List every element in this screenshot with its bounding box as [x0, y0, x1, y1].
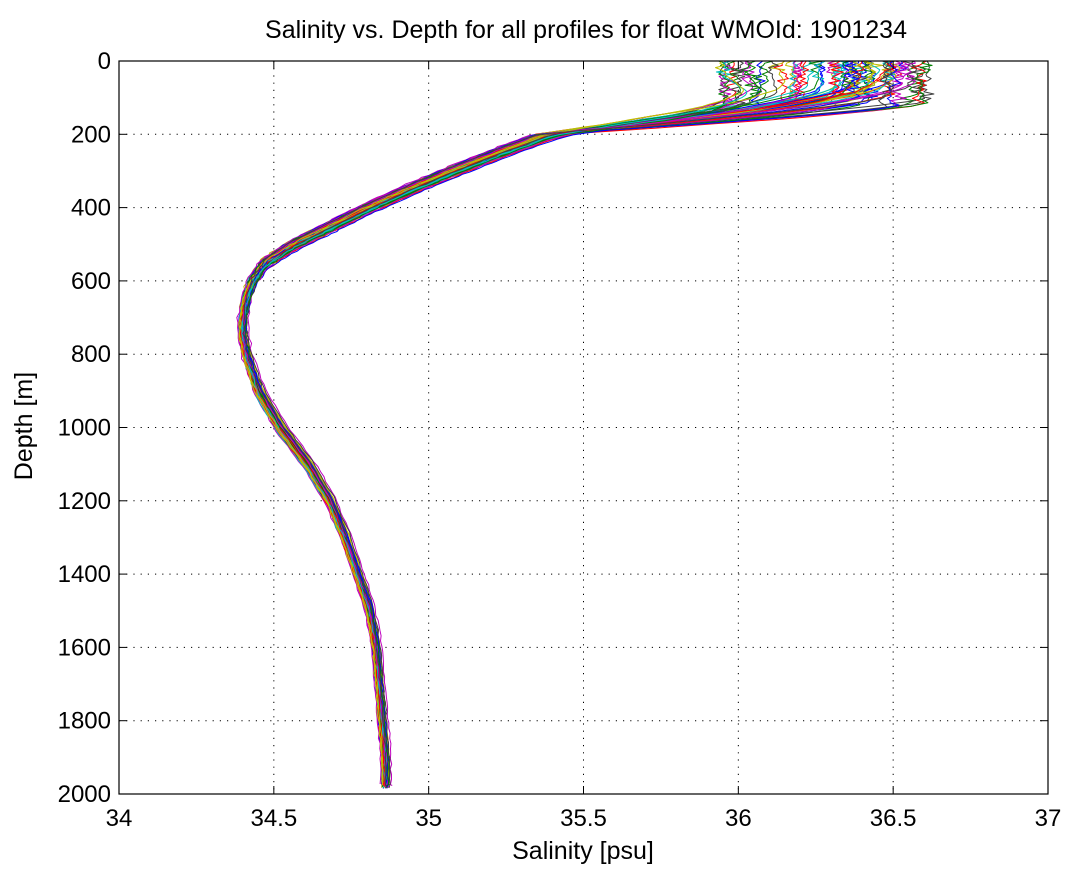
profile-line: [240, 60, 844, 788]
profile-line: [242, 60, 921, 787]
profile-line: [243, 60, 789, 786]
y-tick-label: 1000: [58, 415, 111, 442]
y-axis-ticks: 0 200 400 600 800 1000 1200 1400 1600 1800 2000: [58, 48, 1048, 808]
grid-lines: [119, 61, 1048, 794]
profile-line: [238, 60, 744, 784]
x-tick-label: 35: [415, 805, 442, 832]
profile-line: [241, 60, 895, 785]
profile-line: [238, 60, 731, 783]
profile-line: [247, 60, 754, 786]
profile-line: [239, 60, 744, 789]
profile-line: [242, 60, 916, 788]
profile-line: [241, 60, 825, 785]
profile-lines: [236, 60, 935, 789]
profile-line: [244, 60, 901, 789]
profile-line: [238, 60, 805, 788]
profile-line: [239, 60, 896, 783]
y-tick-label: 1200: [58, 488, 111, 515]
y-axis-label: Depth [m]: [10, 372, 38, 480]
profile-line: [245, 60, 896, 786]
chart-title: Salinity vs. Depth for all profiles for …: [265, 16, 907, 44]
profile-line: [241, 60, 908, 788]
profile-line: [240, 60, 841, 787]
profile-line: [238, 60, 799, 789]
profile-line: [238, 60, 877, 786]
profile-line: [240, 60, 849, 786]
x-tick-label: 36: [725, 805, 752, 832]
profile-line: [244, 60, 786, 788]
profile-line: [242, 60, 799, 782]
profile-line: [239, 60, 746, 785]
profile-line: [238, 60, 814, 782]
profile-line: [243, 60, 804, 786]
y-tick-label: 2000: [58, 781, 111, 808]
profile-line: [241, 60, 905, 783]
y-tick-label: 1600: [58, 634, 111, 661]
profile-line: [242, 60, 895, 789]
profile-line: [241, 60, 762, 786]
y-tick-label: 400: [71, 195, 111, 222]
profile-line: [240, 60, 761, 787]
profile-line: [243, 60, 774, 789]
profile-line: [243, 60, 926, 789]
profile-line: [243, 60, 858, 788]
x-tick-label: 35.5: [560, 805, 607, 832]
profile-line: [244, 60, 862, 785]
profile-line: [243, 60, 865, 787]
profile-line: [238, 60, 879, 789]
profile-line: [240, 60, 853, 784]
profile-line: [240, 60, 809, 787]
profile-line: [240, 60, 805, 783]
y-tick-label: 1800: [58, 708, 111, 735]
profile-line: [238, 60, 897, 787]
profile-line: [240, 60, 933, 783]
profile-line: [236, 60, 734, 785]
profile-line: [242, 60, 867, 787]
profile-line: [241, 60, 739, 786]
profile-line: [240, 60, 894, 784]
profile-line: [238, 60, 848, 783]
profile-line: [237, 60, 838, 788]
profile-line: [245, 60, 779, 789]
profile-line: [240, 60, 748, 787]
profile-line: [242, 60, 881, 787]
x-tick-label: 34: [106, 805, 133, 832]
profile-line: [240, 60, 901, 788]
y-tick-label: 1400: [58, 561, 111, 588]
profile-line: [244, 60, 910, 788]
profile-line: [242, 60, 927, 782]
x-tick-label: 37: [1035, 805, 1062, 832]
y-tick-label: 0: [98, 48, 111, 75]
profile-line: [238, 60, 897, 786]
profile-line: [243, 60, 878, 783]
profile-line: [240, 60, 763, 788]
profile-line: [240, 60, 826, 784]
profile-line: [241, 60, 876, 785]
profile-line: [241, 60, 867, 788]
x-axis-ticks: 34 34.5 35 35.5 36 36.5 37: [106, 61, 1062, 832]
profile-line: [240, 60, 846, 787]
profile-line: [244, 60, 730, 787]
axes-box: [118, 60, 1049, 795]
profile-line: [244, 60, 935, 789]
x-axis-label: Salinity [psu]: [512, 837, 654, 865]
x-tick-label: 34.5: [250, 805, 297, 832]
profile-line: [240, 60, 909, 787]
y-tick-label: 800: [71, 341, 111, 368]
profile-line: [238, 60, 917, 782]
y-tick-label: 600: [71, 268, 111, 295]
profile-line: [241, 60, 870, 785]
profile-line: [243, 60, 852, 784]
profile-line: [244, 60, 884, 784]
y-tick-label: 200: [71, 121, 111, 148]
profile-line: [241, 60, 766, 787]
profile-line: [238, 60, 826, 784]
x-tick-label: 36.5: [870, 805, 917, 832]
profile-line: [243, 60, 861, 787]
profile-line: [241, 60, 860, 786]
